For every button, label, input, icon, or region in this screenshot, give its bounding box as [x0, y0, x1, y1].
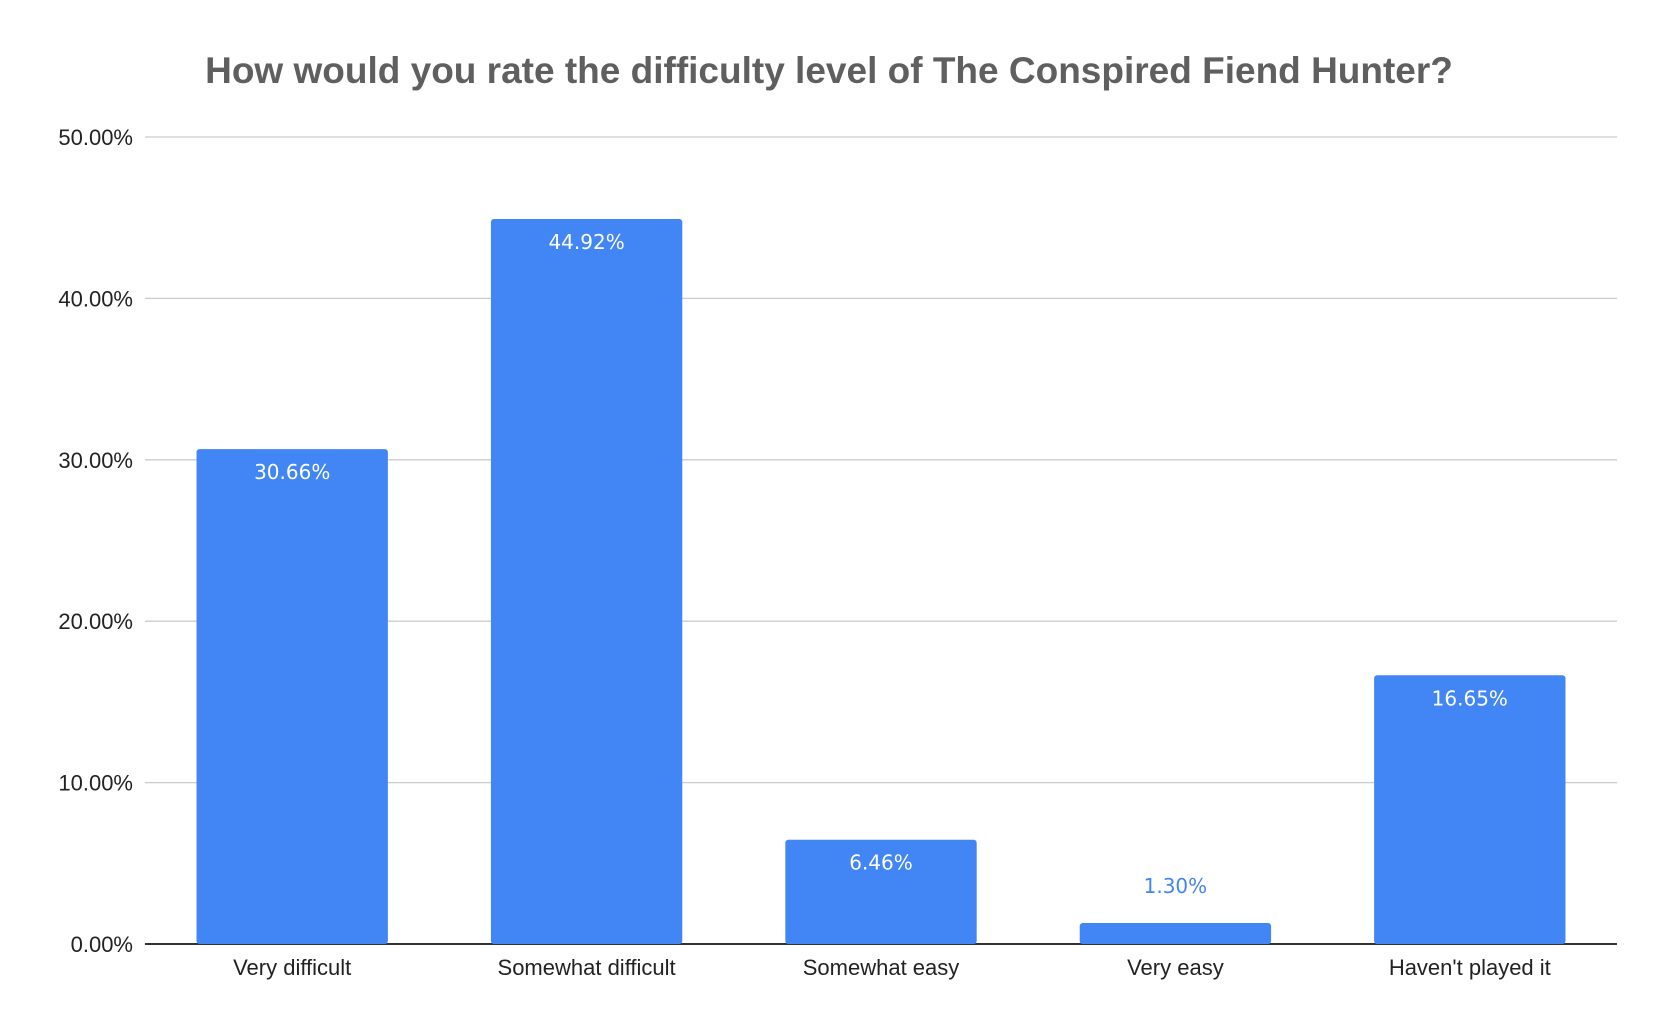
x-tick-label: Haven't played it	[1389, 955, 1551, 980]
x-axis-ticks: Very difficult Somewhat difficult Somewhat…	[233, 955, 1551, 980]
bars	[196, 218, 1566, 944]
data-label: 1.30%	[1144, 874, 1208, 898]
data-label: 6.46%	[849, 851, 913, 875]
x-tick-label: Very easy	[1127, 955, 1224, 980]
bar	[490, 218, 683, 944]
y-axis-ticks: 0.00% 10.00% 20.00% 30.00% 40.00% 50.00%	[58, 125, 133, 957]
y-tick-label: 40.00%	[58, 286, 133, 311]
y-tick-label: 50.00%	[58, 125, 133, 150]
y-tick-label: 20.00%	[58, 609, 133, 634]
bar	[196, 449, 388, 944]
bar	[1079, 923, 1272, 944]
data-label: 30.66%	[254, 460, 330, 484]
data-labels: 30.66% 44.92% 6.46% 1.30% 16.65%	[254, 230, 1508, 898]
data-label: 44.92%	[548, 230, 624, 254]
bar	[785, 839, 977, 944]
data-label: 16.65%	[1432, 686, 1508, 710]
y-tick-label: 30.00%	[58, 448, 133, 473]
y-tick-label: 0.00%	[71, 932, 133, 957]
x-tick-label: Very difficult	[233, 955, 351, 980]
chart-title: How would you rate the difficulty level …	[205, 50, 1453, 91]
x-tick-label: Somewhat difficult	[498, 955, 676, 980]
x-tick-label: Somewhat easy	[803, 955, 960, 980]
y-tick-label: 10.00%	[58, 771, 133, 796]
bar	[1374, 675, 1566, 944]
